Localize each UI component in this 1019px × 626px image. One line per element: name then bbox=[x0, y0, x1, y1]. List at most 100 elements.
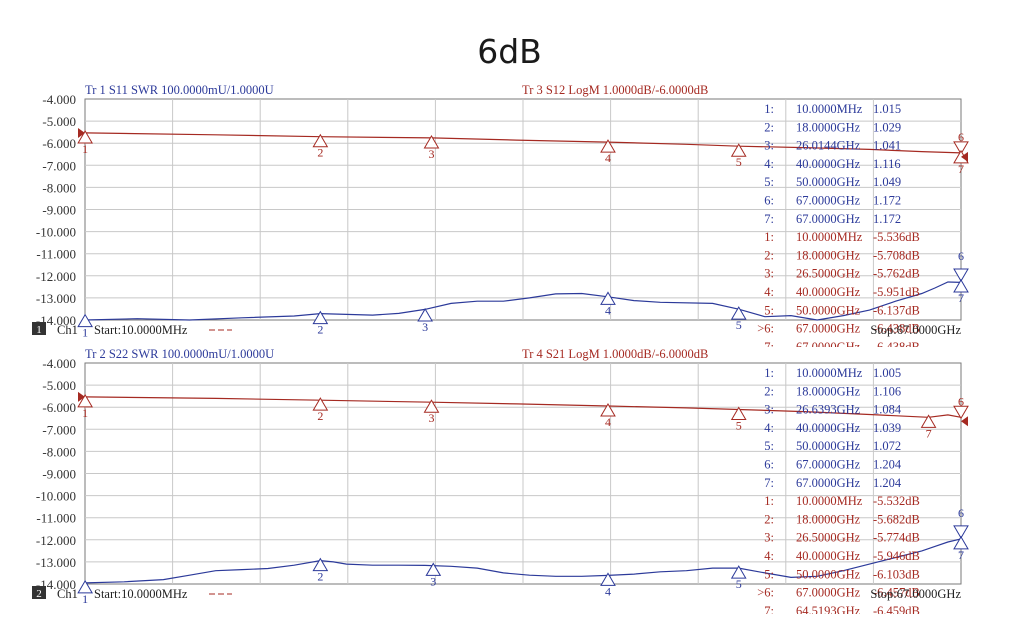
readout-freq: 10.0000MHz bbox=[796, 102, 863, 116]
series-swr-line bbox=[85, 281, 962, 321]
y-tick-label: -9.000 bbox=[42, 203, 76, 218]
readout-value: -5.536dB bbox=[873, 230, 920, 244]
readout-value: 1.172 bbox=[873, 212, 901, 226]
marker-label-red: 2 bbox=[317, 146, 323, 160]
readout-num: 1: bbox=[764, 366, 774, 380]
readout-num: 5: bbox=[764, 303, 774, 317]
marker-label-red: 4 bbox=[605, 151, 611, 165]
channel-label: Ch1 bbox=[57, 323, 78, 337]
readout-num: 3: bbox=[764, 267, 774, 281]
readout-value: -6.459dB bbox=[873, 604, 920, 614]
readout-value: -6.457dB bbox=[873, 586, 920, 600]
readout-freq: 67.0000GHz bbox=[796, 212, 861, 226]
readout-freq: 10.0000MHz bbox=[796, 494, 863, 508]
readout-num: 1: bbox=[764, 230, 774, 244]
readout-value: -5.946dB bbox=[873, 549, 920, 563]
marker-label-blue: 4 bbox=[605, 303, 611, 317]
trace-header-right: Tr 3 S12 LogM 1.0000dB/-6.0000dB bbox=[522, 83, 708, 97]
marker-label-red: 7 bbox=[926, 426, 932, 440]
channel-label: Ch1 bbox=[57, 587, 78, 601]
readout-num: 7: bbox=[764, 476, 774, 490]
readout-freq: 18.0000GHz bbox=[796, 248, 861, 262]
marker-triangle-red bbox=[730, 406, 747, 420]
y-tick-label: -5.000 bbox=[42, 378, 76, 393]
readout-value: 1.172 bbox=[873, 194, 901, 208]
marker-triangle-blue bbox=[953, 535, 969, 550]
marker-triangle-blue bbox=[312, 557, 329, 572]
readout-freq: 10.0000MHz bbox=[796, 366, 863, 380]
readout-value: -6.438dB bbox=[873, 322, 920, 336]
marker-label-blue: 2 bbox=[317, 323, 323, 337]
readout-value: 1.005 bbox=[873, 366, 901, 380]
readout-value: 1.049 bbox=[873, 175, 901, 189]
marker-triangle-red bbox=[312, 397, 329, 411]
y-tick-label: -11.000 bbox=[36, 511, 76, 526]
readout-num: 3: bbox=[764, 531, 774, 545]
readout-num: 1: bbox=[764, 494, 774, 508]
marker-label-red: 5 bbox=[736, 155, 742, 169]
marker-triangle-blue bbox=[600, 572, 616, 586]
marker-label-blue: 4 bbox=[605, 584, 611, 598]
readout-freq: 67.0000GHz bbox=[796, 194, 861, 208]
y-tick-label: -13.000 bbox=[36, 291, 76, 306]
readout-value: 1.072 bbox=[873, 439, 901, 453]
channel-number-box bbox=[32, 586, 46, 599]
stop-label: Stop:67.0000GHz bbox=[870, 323, 961, 337]
readout-freq: 40.0000GHz bbox=[796, 421, 861, 435]
readout-freq: 64.5193GHz bbox=[796, 604, 861, 614]
readout-value: 1.041 bbox=[873, 139, 901, 153]
marker-label-red: 7 bbox=[958, 162, 964, 176]
marker-label-blue: 1 bbox=[82, 326, 88, 340]
readout-freq: 26.5000GHz bbox=[796, 267, 861, 281]
chart-body: -4.000 -5.000 -6.000 -7.000 -8.000 -9.000 -10.… bbox=[32, 347, 969, 614]
marker-triangle-red bbox=[600, 403, 616, 417]
readout-freq: 50.0000GHz bbox=[796, 175, 861, 189]
readout-num: 7: bbox=[764, 340, 774, 347]
y-tick-label: -10.000 bbox=[36, 225, 76, 240]
marker-label-red: 3 bbox=[428, 411, 434, 425]
reference-arrow-right bbox=[961, 151, 968, 162]
readout-freq: 40.0000GHz bbox=[796, 157, 861, 171]
readout-freq: 40.0000GHz bbox=[796, 285, 861, 299]
readout-value: -5.774dB bbox=[873, 531, 920, 545]
series-logm-line bbox=[85, 132, 962, 154]
marker-triangle-blue bbox=[953, 525, 969, 539]
reference-arrow-left bbox=[78, 391, 85, 402]
y-tick-label: -4.000 bbox=[42, 92, 76, 107]
marker-label-red: 6 bbox=[958, 130, 964, 144]
readout-num: 5: bbox=[764, 567, 774, 581]
marker-label-blue: 5 bbox=[736, 577, 742, 591]
marker-label-blue: 3 bbox=[422, 320, 428, 334]
readout-value: -5.762dB bbox=[873, 267, 920, 281]
readout-num: 2: bbox=[764, 384, 774, 398]
readout-value: 1.106 bbox=[873, 384, 901, 398]
chart-body: -4.000 -5.000 -6.000 -7.000 -8.000 -9.000 -10.… bbox=[32, 83, 969, 347]
y-tick-label: -6.000 bbox=[42, 136, 76, 151]
marker-label-blue: 2 bbox=[317, 570, 323, 584]
reference-arrow-left bbox=[78, 127, 85, 138]
marker-triangle-blue bbox=[77, 313, 94, 328]
readout-num: 5: bbox=[764, 175, 774, 189]
marker-label-blue: 5 bbox=[736, 318, 742, 332]
y-tick-label: -4.000 bbox=[42, 356, 76, 371]
readout-num: 4: bbox=[764, 421, 774, 435]
marker-label-red: 4 bbox=[605, 415, 611, 429]
readout-value: -5.532dB bbox=[873, 494, 920, 508]
marker-label-blue: 6 bbox=[958, 249, 964, 263]
readout-num: >6: bbox=[757, 586, 774, 600]
readout-freq: 67.0000GHz bbox=[796, 586, 861, 600]
marker-triangle-blue bbox=[312, 310, 329, 325]
y-tick-label: -9.000 bbox=[42, 467, 76, 482]
y-tick-label: -7.000 bbox=[42, 422, 76, 437]
marker-label-red: 1 bbox=[82, 406, 88, 420]
readout-num: 2: bbox=[764, 248, 774, 262]
channel-number: 1 bbox=[36, 324, 42, 336]
reference-arrow-right bbox=[961, 416, 968, 427]
marker-triangle-red bbox=[953, 141, 969, 155]
readout-freq: 18.0000GHz bbox=[796, 384, 861, 398]
marker-label-blue: 6 bbox=[958, 506, 964, 520]
readout-num: 2: bbox=[764, 120, 774, 134]
start-label: Start:10.0000MHz bbox=[94, 587, 188, 601]
marker-triangle-red bbox=[77, 129, 94, 144]
